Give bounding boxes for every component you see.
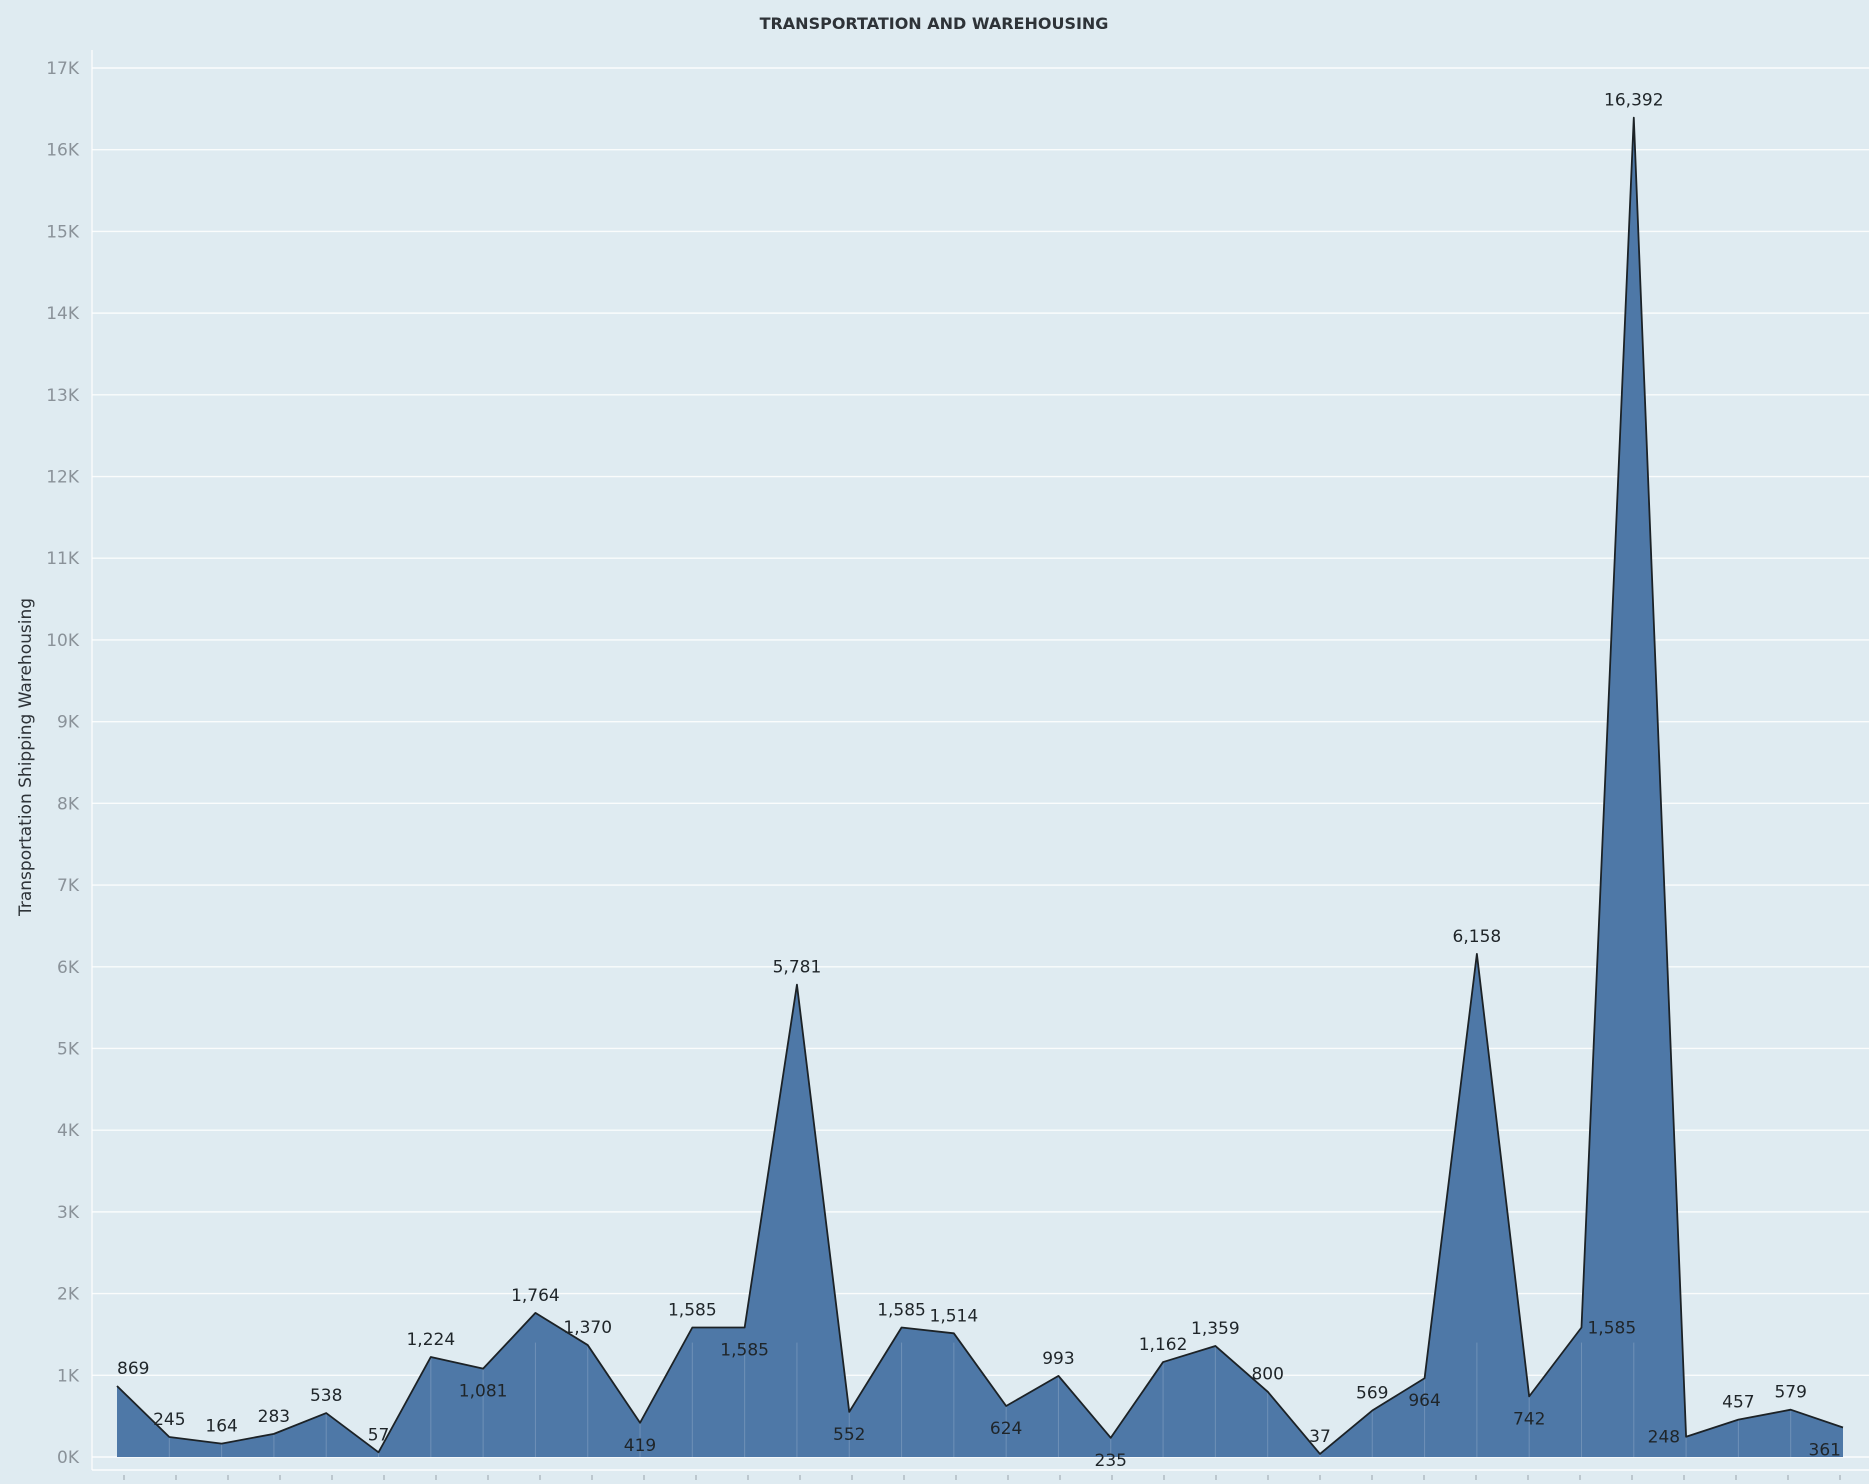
data-label: 964 <box>1408 1391 1440 1411</box>
data-label: 235 <box>1095 1451 1127 1471</box>
chart-title: TRANSPORTATION AND WAREHOUSING <box>760 14 1109 33</box>
data-label: 1,359 <box>1191 1319 1240 1339</box>
data-label: 1,764 <box>511 1286 560 1306</box>
y-tick-label: 10K <box>46 631 80 651</box>
data-label: 419 <box>624 1436 656 1456</box>
y-tick-label: 7K <box>57 876 80 896</box>
data-label: 800 <box>1251 1365 1283 1385</box>
y-tick-label: 4K <box>57 1121 80 1141</box>
data-label: 457 <box>1722 1393 1754 1413</box>
area-fill <box>117 117 1843 1458</box>
y-tick-label: 9K <box>57 713 80 733</box>
data-label: 1,585 <box>877 1300 926 1320</box>
series-area <box>116 116 1844 1458</box>
data-label: 993 <box>1042 1349 1074 1369</box>
data-label: 16,392 <box>1604 91 1663 111</box>
y-tick-label: 5K <box>57 1039 80 1059</box>
y-tick-label: 0K <box>57 1448 80 1468</box>
y-tick-label: 6K <box>57 958 80 978</box>
data-label: 538 <box>310 1386 342 1406</box>
data-label: 1,224 <box>406 1330 455 1350</box>
data-label: 283 <box>258 1407 290 1427</box>
data-label: 569 <box>1356 1384 1388 1404</box>
data-label: 624 <box>990 1419 1022 1439</box>
data-label: 248 <box>1648 1428 1680 1448</box>
data-label: 1,514 <box>930 1306 979 1326</box>
data-label: 1,585 <box>720 1340 769 1360</box>
data-label: 164 <box>205 1417 237 1437</box>
series-line <box>116 116 1844 1455</box>
data-label: 1,081 <box>459 1382 508 1402</box>
data-label: 1,162 <box>1139 1335 1188 1355</box>
x-axis-ticks <box>123 1475 1841 1480</box>
y-tick-label: 12K <box>46 468 80 488</box>
data-label: 742 <box>1513 1409 1545 1429</box>
y-tick-label: 13K <box>46 386 80 406</box>
y-tick-label: 17K <box>46 59 80 79</box>
data-label: 361 <box>1809 1441 1841 1461</box>
data-label: 869 <box>117 1359 149 1379</box>
y-axis-ticks: 0K 1K 2K 3K 4K 5K 6K 7K 8K 9K 10K 11K 12K 13K 14K 15K 16… <box>46 59 80 1468</box>
data-label: 552 <box>833 1425 865 1445</box>
data-label: 1,585 <box>668 1300 717 1320</box>
y-tick-label: 15K <box>46 222 80 242</box>
y-tick-label: 8K <box>57 794 80 814</box>
data-label: 245 <box>153 1410 185 1430</box>
gridlines <box>91 50 1869 1471</box>
data-label: 57 <box>368 1425 390 1445</box>
data-label: 37 <box>1309 1427 1331 1447</box>
y-axis-title: Transportation Shipping Warehousing <box>16 598 36 917</box>
data-label: 5,781 <box>773 958 822 978</box>
y-tick-label: 3K <box>57 1203 80 1223</box>
y-tick-label: 14K <box>46 304 80 324</box>
y-tick-label: 11K <box>46 549 80 569</box>
y-tick-label: 1K <box>57 1366 80 1386</box>
data-label: 1,585 <box>1587 1318 1636 1338</box>
data-label: 579 <box>1774 1383 1806 1403</box>
data-label: 1,370 <box>563 1318 612 1338</box>
data-label: 6,158 <box>1453 927 1502 947</box>
y-tick-label: 16K <box>46 141 80 161</box>
y-tick-label: 2K <box>57 1285 80 1305</box>
